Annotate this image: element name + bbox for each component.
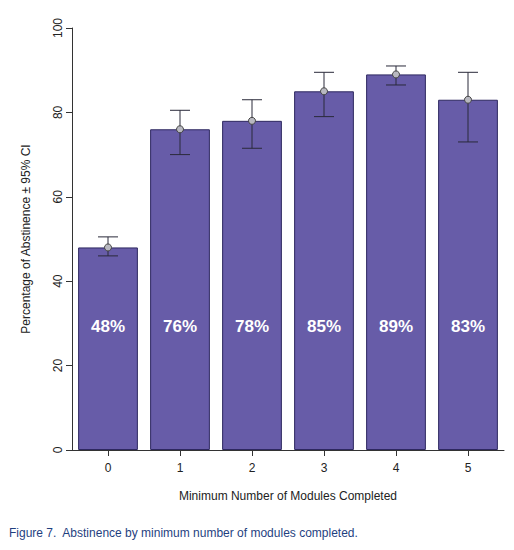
svg-text:40: 40 bbox=[51, 274, 65, 288]
svg-text:83%: 83% bbox=[451, 317, 485, 336]
svg-text:3: 3 bbox=[321, 461, 328, 475]
svg-text:0: 0 bbox=[51, 446, 65, 453]
svg-text:Minimum Number of Modules Comp: Minimum Number of Modules Completed bbox=[179, 489, 397, 503]
svg-text:20: 20 bbox=[51, 359, 65, 373]
svg-text:48%: 48% bbox=[91, 317, 125, 336]
svg-text:89%: 89% bbox=[379, 317, 413, 336]
svg-text:Figure 7. Abstinence by minim: Figure 7. Abstinence by minimum number o… bbox=[9, 526, 358, 540]
svg-text:76%: 76% bbox=[163, 317, 197, 336]
svg-text:5: 5 bbox=[465, 461, 472, 475]
svg-text:4: 4 bbox=[393, 461, 400, 475]
svg-text:2: 2 bbox=[249, 461, 256, 475]
svg-text:0: 0 bbox=[105, 461, 112, 475]
svg-text:100: 100 bbox=[51, 18, 65, 38]
svg-text:60: 60 bbox=[51, 190, 65, 204]
svg-text:85%: 85% bbox=[307, 317, 341, 336]
svg-text:78%: 78% bbox=[235, 317, 269, 336]
svg-text:Percentage of Abstinence ± 95%: Percentage of Abstinence ± 95% CI bbox=[19, 144, 33, 333]
svg-text:1: 1 bbox=[177, 461, 184, 475]
svg-text:80: 80 bbox=[51, 105, 65, 119]
